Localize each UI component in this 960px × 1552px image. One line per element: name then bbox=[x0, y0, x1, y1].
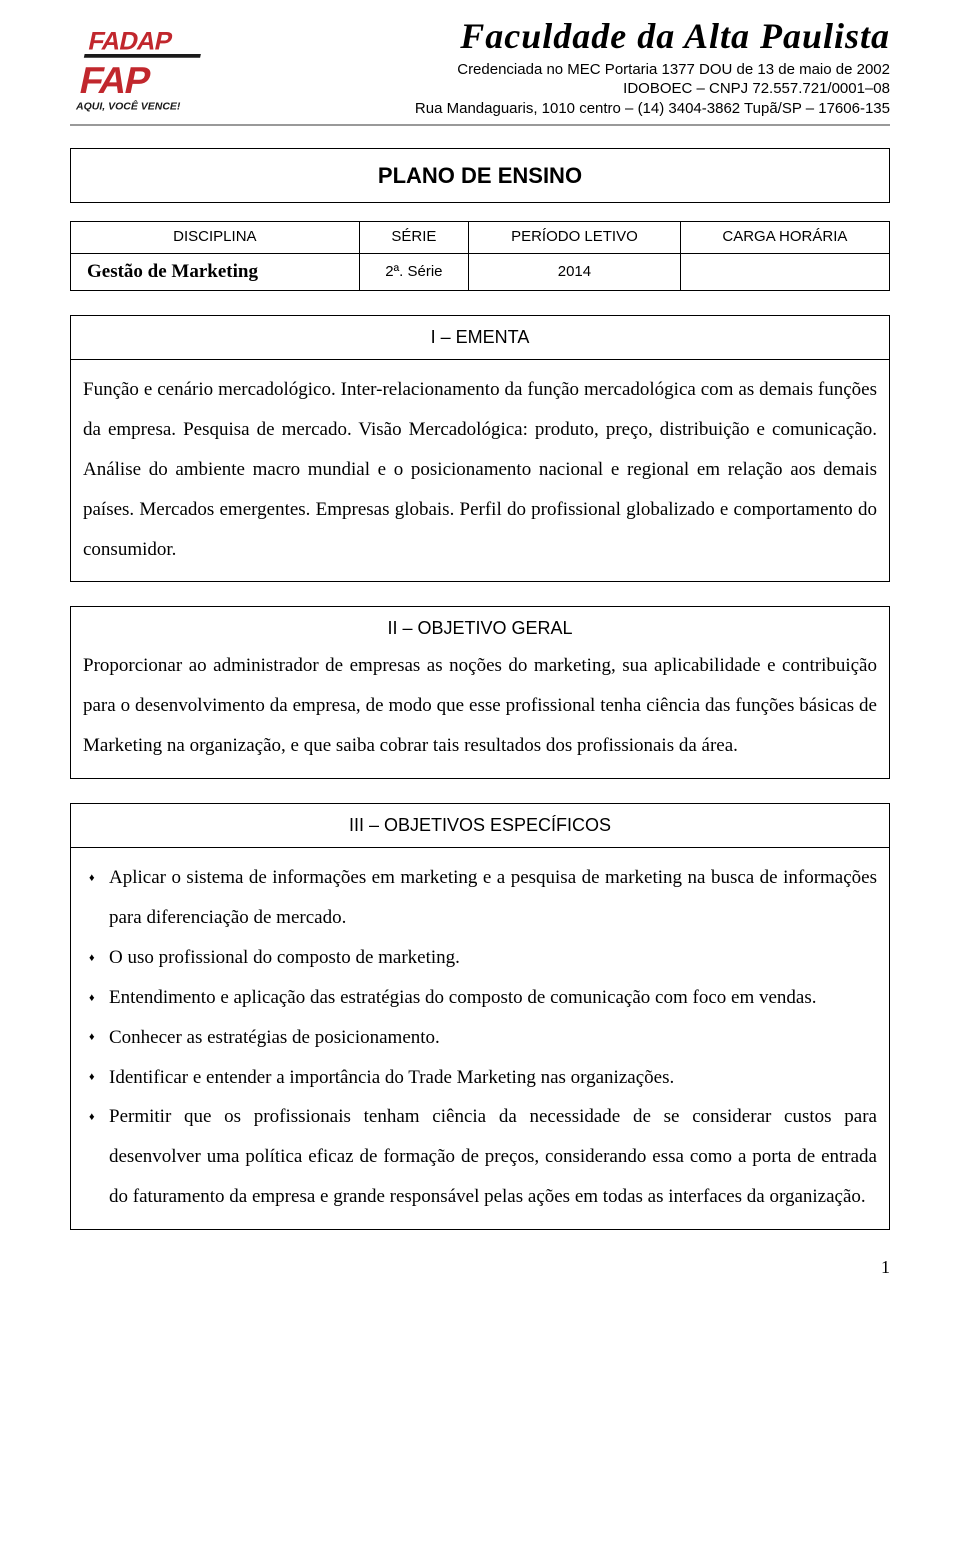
section-ementa-title: I – EMENTA bbox=[71, 316, 889, 360]
objective-item: Entendimento e aplicação das estratégias… bbox=[83, 978, 877, 1018]
col-header-serie: SÉRIE bbox=[359, 222, 468, 254]
address-line: Rua Mandaguaris, 1010 centro – (14) 3404… bbox=[234, 99, 890, 119]
institution-logo: FADAP FAP AQUI, VOCÊ VENCE! bbox=[70, 18, 220, 122]
accreditation-line: Credenciada no MEC Portaria 1377 DOU de … bbox=[234, 60, 890, 80]
objective-item: Permitir que os profissionais tenham ciê… bbox=[83, 1097, 877, 1217]
page-title: PLANO DE ENSINO bbox=[70, 148, 890, 203]
section-objetivo-geral-body: Proporcionar ao administrador de empresa… bbox=[71, 646, 889, 778]
svg-text:FAP: FAP bbox=[76, 60, 153, 102]
section-ementa: I – EMENTA Função e cenário mercadológic… bbox=[70, 315, 890, 582]
col-header-disciplina: DISCIPLINA bbox=[71, 222, 360, 254]
section-objetivos-especificos-title: III – OBJETIVOS ESPECÍFICOS bbox=[71, 804, 889, 848]
objective-item: Identificar e entender a importância do … bbox=[83, 1058, 877, 1098]
cell-disciplina: Gestão de Marketing bbox=[71, 253, 360, 291]
section-objetivos-especificos: III – OBJETIVOS ESPECÍFICOS Aplicar o si… bbox=[70, 803, 890, 1230]
discipline-name: Gestão de Marketing bbox=[87, 261, 258, 282]
course-info-table: DISCIPLINA SÉRIE PERÍODO LETIVO CARGA HO… bbox=[70, 221, 890, 291]
letterhead: FADAP FAP AQUI, VOCÊ VENCE! Faculdade da… bbox=[70, 18, 890, 126]
cnpj-line: IDOBOEC – CNPJ 72.557.721/0001–08 bbox=[234, 79, 890, 99]
cell-serie: 2ª. Série bbox=[359, 253, 468, 291]
col-header-periodo: PERÍODO LETIVO bbox=[469, 222, 681, 254]
section-objetivo-geral-title: II – OBJETIVO GERAL bbox=[71, 607, 889, 646]
fadap-fap-logo: FADAP FAP AQUI, VOCÊ VENCE! bbox=[70, 24, 220, 114]
svg-text:FADAP: FADAP bbox=[86, 28, 175, 56]
institution-text: Faculdade da Alta Paulista Credenciada n… bbox=[234, 18, 890, 118]
section-objetivo-geral: II – OBJETIVO GERAL Proporcionar ao admi… bbox=[70, 606, 890, 779]
page-number: 1 bbox=[70, 1254, 890, 1281]
objectives-list: Aplicar o sistema de informações em mark… bbox=[83, 858, 877, 1217]
section-ementa-body: Função e cenário mercadológico. Inter-re… bbox=[71, 360, 889, 581]
col-header-carga: CARGA HORÁRIA bbox=[680, 222, 889, 254]
objective-item: Aplicar o sistema de informações em mark… bbox=[83, 858, 877, 938]
objective-item: O uso profissional do composto de market… bbox=[83, 938, 877, 978]
objective-item: Conhecer as estratégias de posicionament… bbox=[83, 1018, 877, 1058]
cell-carga bbox=[680, 253, 889, 291]
section-objetivos-especificos-body: Aplicar o sistema de informações em mark… bbox=[71, 848, 889, 1229]
institution-name: Faculdade da Alta Paulista bbox=[234, 18, 890, 56]
logo-tagline: AQUI, VOCÊ VENCE! bbox=[75, 100, 181, 113]
cell-periodo: 2014 bbox=[469, 253, 681, 291]
